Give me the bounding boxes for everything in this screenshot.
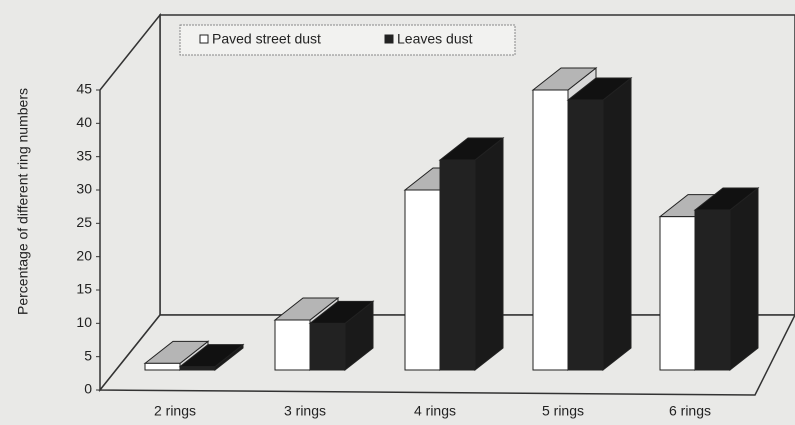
bar <box>694 209 731 371</box>
y-tick-label: 0 <box>84 381 92 397</box>
x-tick-label: 6 rings <box>669 403 711 419</box>
legend-swatch <box>384 34 394 44</box>
bar <box>144 362 181 371</box>
y-tick-label: 5 <box>84 347 92 363</box>
bar <box>309 322 346 371</box>
legend-swatch <box>199 34 209 44</box>
bar-side <box>602 76 632 372</box>
bar <box>532 89 569 371</box>
y-tick-label: 10 <box>76 314 92 330</box>
y-tick-label: 15 <box>76 281 92 297</box>
bar <box>659 216 696 371</box>
bar <box>274 319 311 371</box>
x-tick-label: 4 rings <box>414 403 456 419</box>
legend-label: Paved street dust <box>212 31 321 47</box>
bar <box>179 366 216 371</box>
x-tick-label: 2 rings <box>154 403 196 419</box>
bar <box>404 189 441 371</box>
legend-box <box>179 24 516 56</box>
y-axis-label: Percentage of different ring numbers <box>14 88 31 315</box>
bar <box>439 159 476 371</box>
y-tick-label: 30 <box>76 181 92 197</box>
y-tick-label: 45 <box>76 81 92 97</box>
x-tick-label: 5 rings <box>542 403 584 419</box>
y-tick-label: 35 <box>76 147 92 163</box>
y-tick-label: 25 <box>76 214 92 230</box>
y-tick-label: 40 <box>76 114 92 130</box>
x-tick-label: 3 rings <box>284 403 326 419</box>
bar-side <box>474 136 504 372</box>
legend-label: Leaves dust <box>397 31 473 47</box>
bar <box>567 99 604 371</box>
bar-side <box>729 186 759 372</box>
y-tick-label: 20 <box>76 247 92 263</box>
